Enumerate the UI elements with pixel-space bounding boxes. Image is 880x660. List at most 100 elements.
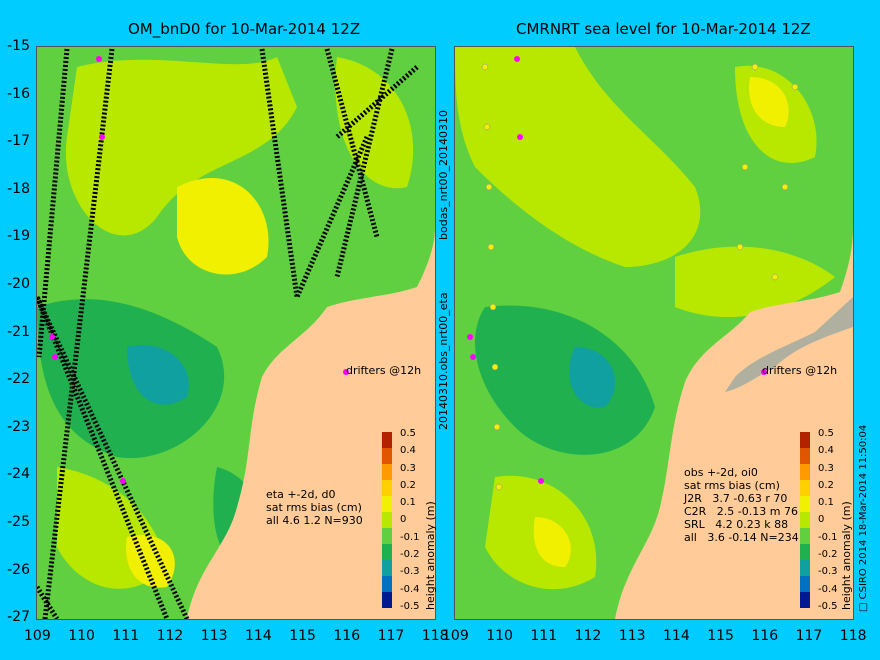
colorbar-tick-label: 0.5	[818, 428, 834, 439]
colorbar-swatch	[382, 528, 392, 544]
y-tick-label: -16	[7, 85, 30, 102]
colorbar-swatch	[800, 432, 810, 448]
colorbar-swatch	[800, 496, 810, 512]
colorbar-tick-label: 0.3	[818, 462, 834, 474]
x-tick-label: 117	[377, 628, 405, 644]
x-tick-label: 112	[574, 628, 602, 644]
colorbar-tick-label: 0.3	[400, 462, 416, 474]
y-tick-label: -18	[7, 180, 30, 197]
colorbar-tick-label: 0	[818, 514, 825, 526]
colorbar-tick-label: 0.1	[818, 497, 834, 509]
left-colorbar-label: height anomaly (m)	[424, 501, 437, 610]
colorbar-swatch	[382, 480, 392, 496]
colorbar-swatch	[800, 592, 810, 608]
colorbar-tick-label: -0.4	[818, 583, 838, 595]
x-tick-label: 115	[289, 628, 316, 644]
x-tick-label: 111	[112, 628, 140, 644]
x-tick-label: 118	[839, 628, 867, 644]
right-colorbar-swatches	[800, 432, 810, 608]
colorbar-swatch	[382, 432, 392, 448]
colorbar-swatch	[382, 592, 392, 608]
y-tick-label: -15	[7, 38, 30, 54]
colorbar-tick-label: 0	[400, 514, 407, 526]
colorbar-tick-label: 0.2	[400, 479, 416, 491]
colorbar-tick-label: -0.5	[818, 600, 838, 612]
colorbar-tick-label: -0.1	[400, 531, 420, 543]
x-tick-label: 110	[68, 628, 95, 644]
y-tick-label: -25	[7, 514, 30, 530]
colorbar-tick-label: 0.5	[400, 428, 416, 439]
y-tick-label: -24	[7, 466, 30, 483]
left-colorbar	[382, 432, 392, 608]
y-tick-label: -23	[7, 418, 30, 435]
x-tick-label: 114	[663, 628, 690, 644]
colorbar-swatch	[382, 496, 392, 512]
right-map-canvas	[455, 47, 853, 619]
left-colorbar-ticks: 0.5 0.4 0.3 0.2 0.1 0 -0.1 -0.2 -0.3 -0.4 -0.5	[400, 428, 420, 618]
x-tick-label: 113	[200, 628, 228, 644]
colorbar-tick-label: -0.2	[400, 549, 420, 561]
right-drifters	[467, 56, 767, 484]
x-tick-label: 109	[24, 628, 51, 644]
x-tick-label: 112	[156, 628, 184, 644]
x-tick-label: 116	[333, 628, 361, 644]
y-tick-label: -27	[7, 609, 30, 626]
x-tick-label: 109	[442, 628, 469, 644]
right-track-dots	[481, 63, 799, 491]
colorbar-tick-label: -0.5	[400, 600, 420, 612]
left-map-canvas	[37, 47, 435, 619]
x-tick-label: 111	[530, 628, 558, 644]
left-drifters	[49, 56, 349, 484]
colorbar-tick-label: -0.3	[818, 566, 838, 578]
right-drifters-label: drifters @12h	[762, 364, 838, 377]
footer-credit: □ CSIRO 2014 18-Mar-2014 11:50:04	[858, 424, 869, 612]
left-map-panel	[36, 46, 436, 620]
colorbar-swatch	[800, 560, 810, 576]
y-tick-label: -21	[7, 323, 30, 340]
right-map-panel	[454, 46, 854, 620]
x-tick-label: 117	[795, 628, 823, 644]
colorbar-swatch	[382, 576, 392, 592]
colorbar-swatch	[800, 576, 810, 592]
colorbar-tick-label: -0.2	[818, 549, 838, 561]
colorbar-tick-label: 0.2	[818, 479, 834, 491]
x-tick-label: 115	[707, 628, 734, 644]
colorbar-swatch	[382, 464, 392, 480]
right-colorbar-label: height anomaly (m)	[840, 501, 853, 610]
left-map-title: OM_bnD0 for 10-Mar-2014 12Z	[128, 20, 361, 38]
y-tick-label: -19	[7, 228, 30, 245]
x-tick-label: 118	[421, 628, 449, 644]
y-tick-label: -17	[7, 133, 30, 150]
x-tick-label: 116	[751, 628, 779, 644]
colorbar-swatch	[800, 448, 810, 464]
colorbar-tick-label: 0.1	[400, 497, 416, 509]
colorbar-swatch	[800, 528, 810, 544]
separator-lower-label: 20140310.obs_nrt00_eta	[437, 292, 450, 430]
colorbar-tick-label: -0.3	[400, 566, 420, 578]
x-tick-label: 113	[618, 628, 646, 644]
colorbar-tick-label: 0.4	[818, 445, 834, 457]
colorbar-tick-label: -0.1	[818, 531, 838, 543]
colorbar-swatch	[382, 544, 392, 560]
colorbar-swatch	[800, 544, 810, 560]
right-colorbar-ticks: 0.5 0.4 0.3 0.2 0.1 0 -0.1 -0.2 -0.3 -0.4 -0.5	[818, 428, 838, 618]
y-tick-label: -26	[7, 561, 30, 578]
separator-upper-label: bodas_nrt00_20140310	[437, 110, 450, 240]
right-map-title: CMRNRT sea level for 10-Mar-2014 12Z	[516, 20, 811, 38]
x-tick-label: 110	[486, 628, 513, 644]
colorbar-swatch	[382, 512, 392, 528]
satellite-tracks	[37, 48, 419, 619]
y-tick-label: -22	[7, 371, 30, 388]
colorbar-swatch	[800, 480, 810, 496]
colorbar-swatch	[800, 464, 810, 480]
colorbar-swatch	[382, 448, 392, 464]
x-tick-label: 114	[245, 628, 272, 644]
left-drifters-label: drifters @12h	[346, 364, 422, 377]
right-stats-box: obs +-2d, oi0 sat rms bias (cm) J2R 3.7 -0…	[684, 466, 799, 544]
y-tick-label: -20	[7, 276, 30, 292]
colorbar-swatch	[800, 512, 810, 528]
colorbar-tick-label: 0.4	[400, 445, 416, 457]
left-stats-box: eta +-2d, d0 sat rms bias (cm) all 4.6 1.2…	[266, 488, 363, 527]
left-colorbar-swatches	[382, 432, 392, 608]
right-colorbar	[800, 432, 810, 608]
